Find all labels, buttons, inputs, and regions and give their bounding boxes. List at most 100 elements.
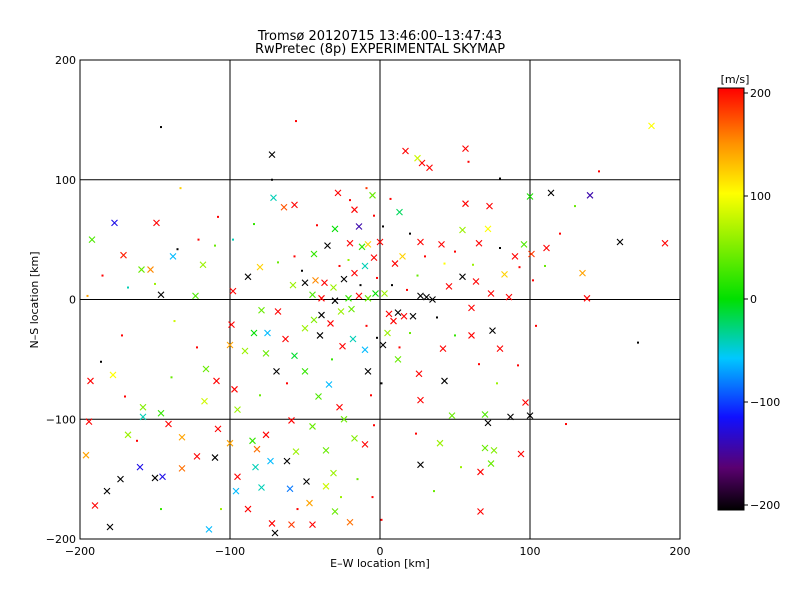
data-point-dot [398, 346, 401, 349]
data-point-cross [136, 463, 144, 471]
data-point-cross [292, 448, 300, 455]
data-point-cross [496, 345, 504, 352]
data-point-cross [120, 251, 127, 259]
data-point-cross [417, 292, 424, 300]
data-point-dot [454, 250, 456, 253]
data-point-dot [127, 286, 129, 289]
data-point-cross [459, 226, 466, 234]
data-point-dot [532, 279, 534, 282]
colorbar-tick-label: 200 [750, 87, 771, 100]
data-point-cross [82, 451, 90, 459]
data-point-dot [433, 490, 435, 493]
data-point-cross [364, 294, 372, 302]
data-point-cross [400, 312, 408, 320]
data-point-dot [277, 261, 279, 264]
y-tick-label: −200 [46, 533, 76, 546]
data-point-cross [202, 365, 210, 373]
data-point-cross [262, 349, 270, 357]
data-point-cross [372, 290, 379, 297]
data-point-cross [199, 261, 207, 269]
data-point-dot [154, 282, 156, 285]
data-point-dot [443, 262, 446, 265]
data-point-cross [303, 478, 310, 485]
data-point-cross [340, 415, 348, 423]
data-point-cross [399, 253, 406, 260]
data-point-cross [462, 200, 469, 208]
data-point-dot [124, 395, 126, 398]
data-point-cross [331, 508, 339, 515]
colorbar-ticks: 200 100 0 −100 −200 [744, 87, 780, 512]
data-point-cross [361, 441, 369, 448]
y-tick-label: 200 [55, 54, 76, 67]
data-point-cross [234, 473, 241, 481]
data-point-cross [379, 341, 387, 349]
data-point-cross [381, 290, 388, 297]
colorbar-label: [m/s] [721, 73, 750, 86]
colorbar-tick-label: −100 [750, 396, 780, 409]
data-point-cross [310, 250, 318, 258]
data-point-dot [100, 360, 102, 363]
data-point-cross [286, 485, 294, 493]
data-point-dot [220, 508, 222, 511]
data-point-dot [565, 423, 567, 426]
data-point-cross [169, 253, 177, 260]
data-point-cross [228, 321, 235, 329]
data-point-cross [477, 468, 484, 476]
data-point-cross [468, 332, 475, 339]
data-point-cross [361, 346, 369, 354]
data-point-dot [517, 364, 519, 367]
data-point-cross [346, 518, 354, 526]
data-point-cross [309, 423, 316, 430]
data-point-cross [522, 399, 529, 406]
data-point-dot [389, 197, 392, 200]
data-point-cross [384, 329, 391, 337]
data-point-cross [301, 324, 309, 332]
data-point-dot [559, 232, 561, 235]
data-point-cross [250, 329, 258, 337]
y-tick-labels: −200 −100 0 100 200 [46, 54, 76, 546]
data-point-cross [291, 201, 298, 209]
y-tick-label: 0 [69, 294, 76, 307]
data-point-dot [415, 432, 417, 435]
x-tick-label: 100 [520, 545, 541, 558]
data-point-cross [448, 412, 456, 420]
data-point-cross [252, 463, 259, 471]
data-point-dot [436, 316, 438, 319]
data-point-cross [91, 502, 99, 509]
data-point-dot [365, 187, 368, 190]
data-point-cross [391, 260, 399, 267]
data-point-dot [382, 225, 384, 228]
data-point-dot [214, 244, 216, 247]
data-point-cross [270, 194, 277, 202]
data-point-dot [598, 170, 600, 173]
data-point-dot [331, 358, 333, 361]
data-point-cross [351, 435, 358, 442]
data-point-cross [616, 238, 624, 246]
data-point-cross [336, 403, 343, 411]
data-point-dot [271, 178, 273, 181]
data-point-cross [88, 236, 96, 244]
x-tick-label: −200 [65, 545, 95, 558]
data-point-dot [338, 264, 341, 267]
x-tick-label: 0 [377, 545, 384, 558]
data-point-cross [358, 243, 366, 251]
data-point-cross [520, 241, 528, 248]
data-point-cross [648, 122, 655, 130]
plot-frame [79, 59, 681, 540]
data-point-dot [86, 294, 89, 297]
chart-title: Tromsø 20120715 13:46:00–13:47:43 [257, 29, 502, 44]
data-point-cross [193, 452, 201, 460]
data-point-cross [475, 239, 483, 247]
data-point-cross [226, 341, 234, 349]
data-point-cross [226, 439, 234, 447]
data-point-cross [256, 263, 264, 271]
x-tick-label: 200 [670, 545, 691, 558]
data-point-cross [178, 464, 186, 472]
data-point-dot [373, 214, 375, 217]
data-point-cross [231, 385, 238, 393]
data-point-dot [380, 518, 383, 521]
data-point-cross [414, 154, 421, 162]
data-point-cross [417, 238, 424, 246]
data-point-cross [481, 444, 489, 452]
